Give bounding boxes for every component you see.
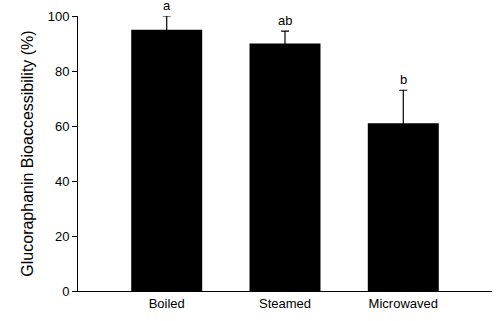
svg-text:ab: ab (278, 13, 292, 28)
svg-text:Glucoraphanin Bioaccessibility: Glucoraphanin Bioaccessibility (%) (19, 30, 36, 276)
svg-text:Microwaved: Microwaved (369, 296, 438, 311)
svg-text:a: a (163, 0, 171, 13)
svg-text:Boiled: Boiled (149, 296, 185, 311)
svg-text:0: 0 (62, 284, 69, 299)
svg-text:80: 80 (55, 64, 69, 79)
svg-text:Steamed: Steamed (259, 296, 311, 311)
svg-text:b: b (400, 72, 407, 87)
svg-text:20: 20 (55, 229, 69, 244)
svg-text:100: 100 (48, 9, 70, 24)
svg-text:40: 40 (55, 174, 69, 189)
svg-text:60: 60 (55, 119, 69, 134)
